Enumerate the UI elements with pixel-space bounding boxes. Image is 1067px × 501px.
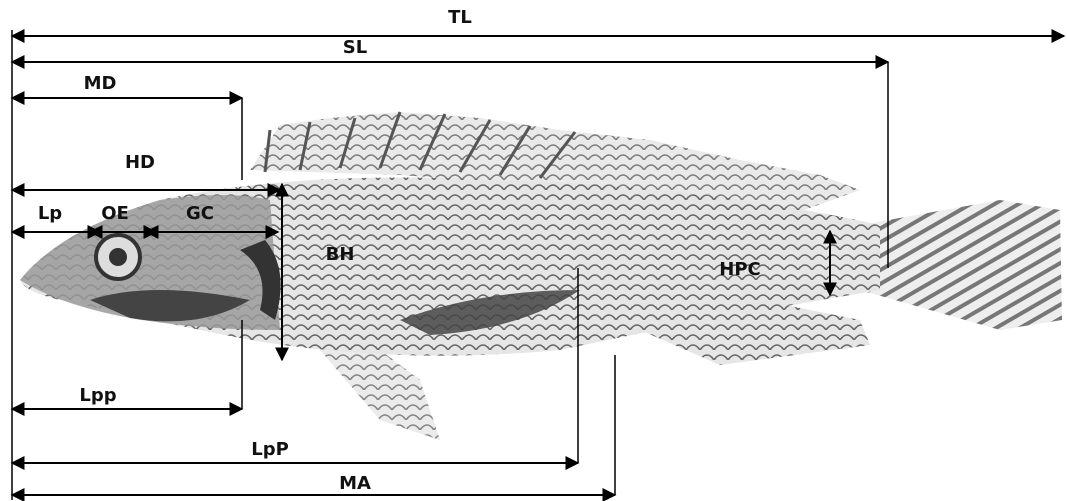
label-bh: BH (326, 244, 355, 265)
label-hd: HD (125, 152, 155, 173)
label-sl: SL (343, 37, 367, 58)
label-gc: GC (186, 203, 214, 224)
label-lpp: Lpp (79, 385, 116, 406)
label-lpp-pelvic: LpP (251, 439, 289, 460)
label-ma: MA (339, 473, 371, 494)
measurement-lines (10, 29, 1066, 501)
fish-illustration (20, 111, 1062, 440)
label-tl: TL (448, 7, 472, 28)
label-md: MD (84, 73, 117, 94)
measurement-labels: TL SL MD HD Lp OE GC BH HPC Lpp LpP MA (38, 7, 761, 494)
label-lp: Lp (38, 203, 62, 224)
label-oe: OE (101, 203, 129, 224)
label-hpc: HPC (719, 259, 760, 280)
